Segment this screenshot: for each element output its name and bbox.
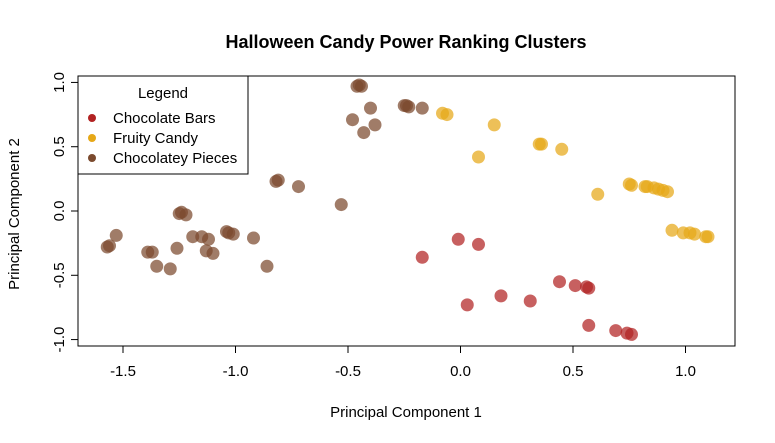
legend-marker: [88, 154, 96, 162]
y-tick-label: -0.5: [51, 262, 68, 288]
data-point: [346, 113, 359, 127]
x-axis-label: Principal Component 1: [330, 404, 482, 421]
data-point: [582, 318, 596, 332]
y-axis-label: Principal Component 2: [6, 138, 23, 290]
data-point: [609, 324, 623, 338]
y-tick-label: 1.0: [51, 72, 68, 93]
data-point: [150, 259, 164, 273]
data-point: [357, 126, 371, 140]
data-point: [109, 228, 123, 242]
x-tick-label: 1.0: [675, 363, 696, 380]
x-tick-label: -0.5: [335, 363, 361, 380]
data-point: [582, 281, 596, 295]
data-point: [145, 245, 159, 259]
x-tick-label: 0.5: [563, 363, 584, 380]
data-point: [688, 227, 701, 241]
data-point: [206, 246, 220, 260]
legend-marker: [88, 114, 96, 122]
data-point: [100, 240, 114, 254]
data-point: [472, 150, 485, 164]
data-point: [334, 198, 348, 212]
data-point: [364, 101, 377, 115]
legend-title: Legend: [138, 85, 188, 102]
x-tick-label: -1.5: [110, 363, 136, 380]
data-point: [625, 327, 638, 341]
legend-entry-label: Chocolatey Pieces: [113, 150, 237, 167]
data-point: [355, 79, 368, 93]
data-point: [665, 223, 679, 237]
y-tick-label: 0.0: [51, 201, 68, 222]
y-tick-label: 0.5: [51, 136, 68, 157]
data-point: [568, 279, 582, 293]
data-point: [553, 275, 566, 289]
legend-entry-label: Fruity Candy: [113, 130, 199, 147]
legend-box: [77, 75, 249, 175]
data-point: [247, 231, 260, 245]
legend-marker: [88, 134, 96, 142]
data-point: [591, 187, 605, 201]
data-point: [440, 108, 454, 122]
data-point: [415, 250, 429, 264]
data-point: [368, 118, 382, 132]
data-point: [625, 178, 638, 192]
data-point: [226, 227, 240, 241]
data-point: [487, 118, 501, 132]
data-point: [402, 100, 416, 114]
x-tick-label: -1.0: [223, 363, 249, 380]
data-point: [494, 289, 508, 303]
data-point: [460, 298, 474, 312]
legend-entry-label: Chocolate Bars: [113, 110, 216, 127]
data-point: [451, 232, 465, 246]
data-point: [170, 241, 184, 255]
data-point: [555, 142, 569, 156]
data-point: [271, 173, 285, 187]
data-point: [186, 230, 200, 244]
chart-title: Halloween Candy Power Ranking Clusters: [225, 32, 586, 52]
data-point: [292, 180, 305, 194]
data-point: [163, 262, 177, 276]
data-point: [535, 137, 548, 151]
data-point: [472, 237, 485, 251]
data-point: [523, 294, 537, 308]
series-2: [100, 78, 429, 276]
x-tick-label: 0.0: [450, 363, 471, 380]
y-tick-label: -1.0: [51, 327, 68, 353]
data-point: [260, 259, 274, 273]
data-point: [202, 232, 215, 246]
data-point: [701, 230, 715, 244]
series-1: [436, 106, 715, 244]
data-point: [179, 208, 193, 222]
x-axis: -1.5 -1.0 -0.5 0.0 0.5 1.0: [110, 346, 696, 380]
y-axis: -1.0 -0.5 0.0 0.5 1.0: [51, 72, 78, 353]
data-point: [415, 101, 429, 115]
series-0: [415, 232, 638, 341]
data-point: [661, 185, 674, 199]
legend: Legend Chocolate Bars Fruity Candy Chocola…: [77, 75, 249, 175]
data-points: [100, 78, 715, 341]
